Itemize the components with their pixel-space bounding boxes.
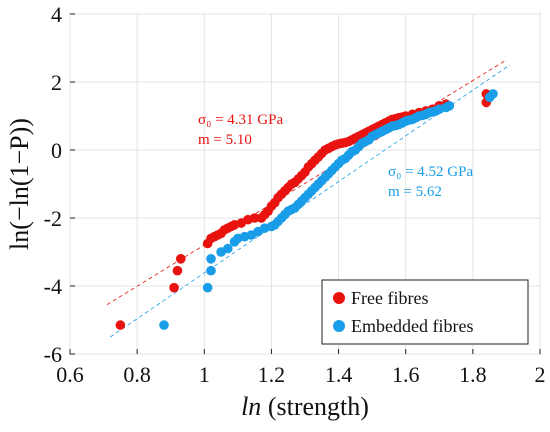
legend-label-embedded: Embedded fibres [351,316,473,336]
y-tick-label: -6 [44,342,62,367]
x-tick-label: 1 [199,362,210,387]
x-axis-label: ln (strength) [241,392,369,421]
series-1 [159,89,498,330]
x-tick-label: 2 [535,362,546,387]
x-tick-label: 1.4 [325,362,353,387]
y-tick-label: 0 [51,138,62,163]
x-tick-label: 0.8 [123,362,151,387]
data-point [115,320,126,330]
x-tick-label: 1.6 [392,362,420,387]
annotations: σ₀ = 4.31 GPa m = 5.10 σ₀ = 4.52 GPa m = 5.… [198,112,473,200]
data-point [172,265,183,276]
y-tick-label: 4 [51,2,62,27]
data-point [488,89,498,99]
data-point [202,282,213,293]
data-point [206,253,216,264]
data-point [159,320,169,330]
legend-marker-free [333,292,345,304]
y-tick-label: 2 [51,70,62,95]
y-tick-label: -4 [44,274,62,299]
data-point [444,101,455,111]
data-point [175,253,186,264]
annotation-1-1: m = 5.62 [388,184,442,200]
data-point [249,213,260,223]
fit-line-0 [106,59,507,306]
x-tick-label: 1.2 [258,362,286,387]
y-tick-label: -2 [44,206,62,231]
annotation-0-0: σ₀ = 4.31 GPa [198,112,283,128]
axis-ticks: 0.6 0.8 1 1.2 1.4 1.6 1.8 2 -6 -4 -2 0 2 4 [44,2,546,387]
data-point [222,243,233,254]
legend: Free fibres Embedded fibres [321,279,529,345]
x-tick-label: 1.8 [459,362,487,387]
legend-box [321,279,529,345]
data-point [169,282,179,293]
data-points [115,89,498,330]
x-tick-label: 0.6 [56,362,84,387]
y-axis-label: ln(−ln(1−P)) [5,118,34,250]
data-point [206,265,216,276]
annotation-1-0: σ₀ = 4.52 GPa [388,164,473,180]
legend-label-free: Free fibres [351,288,428,308]
annotation-0-1: m = 5.10 [198,132,252,148]
legend-marker-embedded [333,320,345,332]
